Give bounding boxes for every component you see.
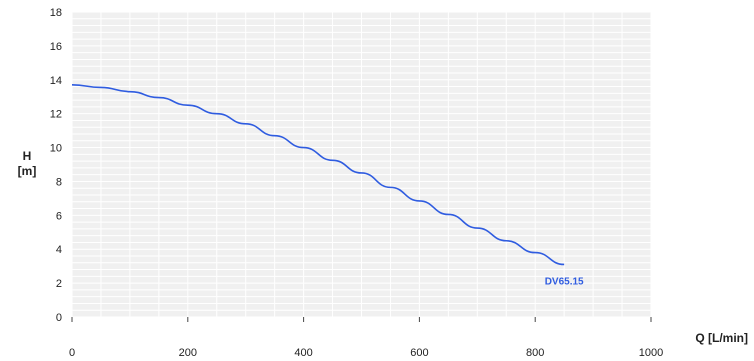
y-axis-label-line-2: [m]: [18, 164, 37, 178]
x-axis-ticks: 0 200 400 600 800 1000: [69, 317, 663, 359]
y-tick-label: 2: [56, 278, 62, 290]
x-tick-label: 800: [526, 347, 544, 359]
series-line: [71, 84, 565, 266]
x-tick-label: 600: [410, 347, 428, 359]
grid-lines: [71, 11, 652, 318]
y-tick-label: 4: [56, 244, 62, 256]
y-tick-label: 14: [50, 75, 62, 87]
y-tick-label: 18: [50, 7, 62, 19]
y-tick-label: 8: [56, 176, 62, 188]
y-tick-label: 10: [50, 143, 62, 155]
series-label: DV65.15: [545, 276, 584, 287]
y-axis-label-line-1: H: [23, 149, 32, 163]
x-tick-label: 0: [69, 347, 75, 359]
x-tick-label: 1000: [639, 347, 663, 359]
y-tick-label: 12: [50, 109, 62, 121]
y-tick-label: 0: [56, 312, 62, 324]
x-tick-label: 400: [294, 347, 312, 359]
y-axis-ticks: 0 2 4 6 8 10 12 14 16 18: [50, 7, 62, 324]
series-layer: DV65.15: [71, 84, 584, 287]
y-tick-label: 6: [56, 210, 62, 222]
y-tick-label: 16: [50, 41, 62, 53]
x-tick-label: 200: [179, 347, 197, 359]
x-axis-label: Q [L/min]: [695, 331, 748, 345]
